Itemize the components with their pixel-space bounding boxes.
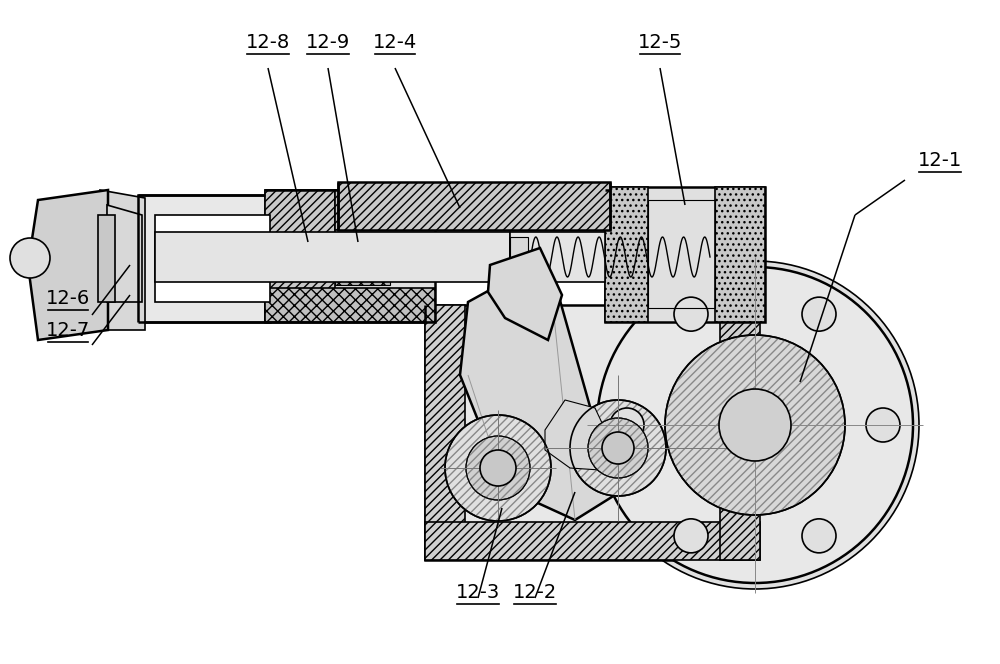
Polygon shape xyxy=(545,400,610,470)
Text: 12-8: 12-8 xyxy=(246,33,290,52)
Polygon shape xyxy=(265,190,335,322)
Circle shape xyxy=(588,418,648,478)
Polygon shape xyxy=(155,232,510,282)
Circle shape xyxy=(597,267,913,583)
Circle shape xyxy=(10,238,50,278)
Polygon shape xyxy=(425,522,760,560)
Polygon shape xyxy=(425,305,760,560)
Polygon shape xyxy=(605,187,765,322)
Circle shape xyxy=(480,450,516,486)
Polygon shape xyxy=(338,182,610,230)
Text: 12-2: 12-2 xyxy=(513,583,557,602)
Polygon shape xyxy=(100,190,145,330)
Polygon shape xyxy=(488,248,562,340)
Text: 12-3: 12-3 xyxy=(456,583,500,602)
Text: 12-7: 12-7 xyxy=(46,321,90,340)
Polygon shape xyxy=(510,237,528,278)
Circle shape xyxy=(445,415,551,521)
Text: 12-5: 12-5 xyxy=(638,33,682,52)
Circle shape xyxy=(610,408,644,442)
Polygon shape xyxy=(425,305,465,560)
Circle shape xyxy=(665,335,845,515)
Circle shape xyxy=(866,408,900,442)
Polygon shape xyxy=(28,190,108,340)
Polygon shape xyxy=(460,258,615,520)
Circle shape xyxy=(719,389,791,461)
Polygon shape xyxy=(107,205,142,302)
Circle shape xyxy=(570,400,666,496)
Polygon shape xyxy=(715,187,765,322)
Polygon shape xyxy=(605,187,648,322)
Polygon shape xyxy=(98,215,115,302)
Text: 12-9: 12-9 xyxy=(306,33,350,52)
Polygon shape xyxy=(155,215,270,302)
Circle shape xyxy=(602,432,634,464)
Text: 12-6: 12-6 xyxy=(46,289,90,308)
Circle shape xyxy=(591,261,919,589)
Polygon shape xyxy=(265,288,435,322)
Circle shape xyxy=(674,519,708,553)
Circle shape xyxy=(802,297,836,331)
Text: 12-1: 12-1 xyxy=(918,151,962,170)
Text: 12-4: 12-4 xyxy=(373,33,417,52)
Polygon shape xyxy=(335,190,435,230)
Circle shape xyxy=(802,519,836,553)
Polygon shape xyxy=(138,195,270,322)
Circle shape xyxy=(674,297,708,331)
Polygon shape xyxy=(265,190,435,322)
Polygon shape xyxy=(335,240,390,285)
Circle shape xyxy=(466,436,530,500)
Polygon shape xyxy=(720,305,760,560)
Polygon shape xyxy=(510,232,605,282)
